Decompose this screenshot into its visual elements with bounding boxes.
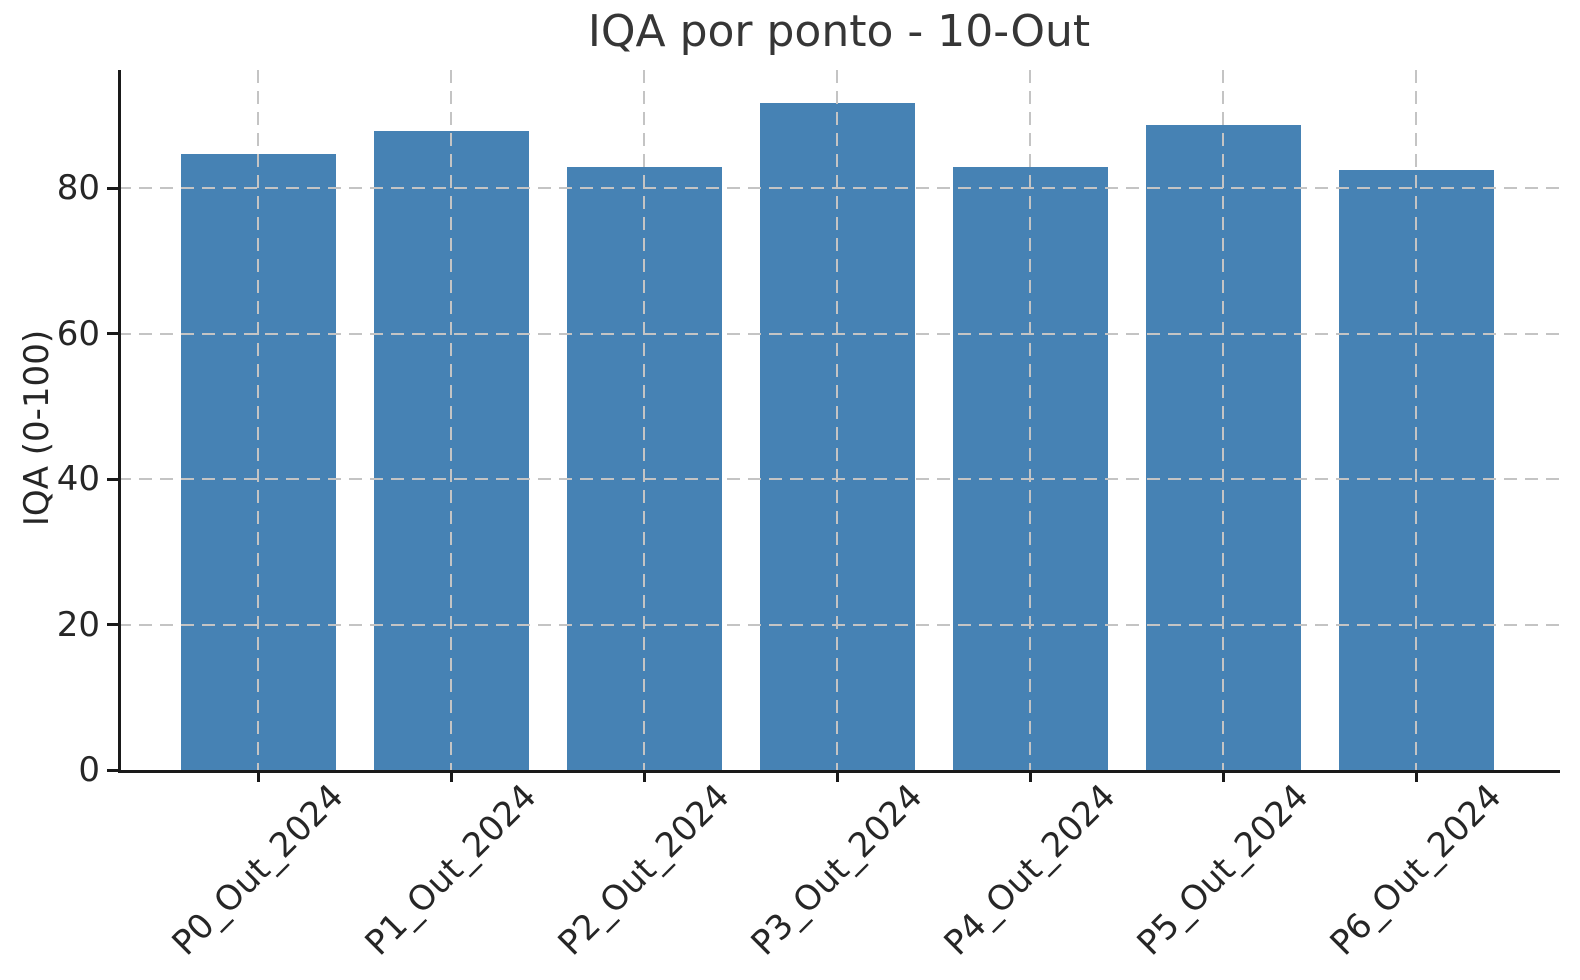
gridline-vertical bbox=[1222, 70, 1224, 770]
y-tick bbox=[107, 477, 118, 481]
gridline-vertical bbox=[643, 70, 645, 770]
x-tick bbox=[642, 772, 646, 782]
grid-layer bbox=[118, 70, 1560, 770]
y-tick bbox=[107, 186, 118, 190]
x-tick-label: P6_Out_2024 bbox=[1322, 776, 1510, 964]
x-tick-label: P4_Out_2024 bbox=[936, 776, 1124, 964]
x-tick-label: P0_Out_2024 bbox=[164, 776, 352, 964]
x-tick bbox=[449, 772, 453, 782]
y-tick bbox=[107, 768, 118, 772]
y-tick-label: 20 bbox=[56, 604, 100, 645]
gridline-vertical bbox=[450, 70, 452, 770]
gridline-horizontal bbox=[118, 623, 1560, 626]
x-tick-label: P2_Out_2024 bbox=[550, 776, 738, 964]
y-tick-label: 0 bbox=[78, 750, 100, 790]
gridline-horizontal bbox=[118, 478, 1560, 481]
x-tick bbox=[1221, 772, 1225, 782]
x-tick bbox=[835, 772, 839, 782]
plot-area: 0 20 40 60 80 P0_Out_2024 P1_Out_2024 P2_Out_20… bbox=[57, 70, 1560, 963]
x-tick-label: P3_Out_2024 bbox=[743, 776, 931, 964]
y-tick bbox=[107, 623, 118, 627]
axes-layer: 0 20 40 60 80 P0_Out_2024 P1_Out_2024 P2_Out_20… bbox=[57, 70, 1560, 963]
y-tick-label: 40 bbox=[56, 459, 100, 500]
x-tick-label: P1_Out_2024 bbox=[357, 776, 545, 964]
gridline-vertical bbox=[836, 70, 838, 770]
gridline-vertical bbox=[1415, 70, 1417, 770]
x-tick bbox=[1414, 772, 1418, 782]
gridline-vertical bbox=[1029, 70, 1031, 770]
gridline-vertical bbox=[257, 70, 259, 770]
x-tick-label: P5_Out_2024 bbox=[1129, 776, 1317, 964]
gridline-horizontal bbox=[118, 187, 1560, 190]
y-axis-spine bbox=[118, 70, 121, 773]
chart-title: IQA por ponto - 10-Out bbox=[587, 6, 1091, 57]
x-axis-spine bbox=[118, 770, 1560, 773]
y-tick-label: 60 bbox=[56, 313, 100, 354]
gridline-horizontal bbox=[118, 332, 1560, 335]
x-tick bbox=[1028, 772, 1032, 782]
y-tick-label: 80 bbox=[56, 168, 100, 209]
y-tick bbox=[107, 332, 118, 336]
x-tick bbox=[256, 772, 260, 782]
